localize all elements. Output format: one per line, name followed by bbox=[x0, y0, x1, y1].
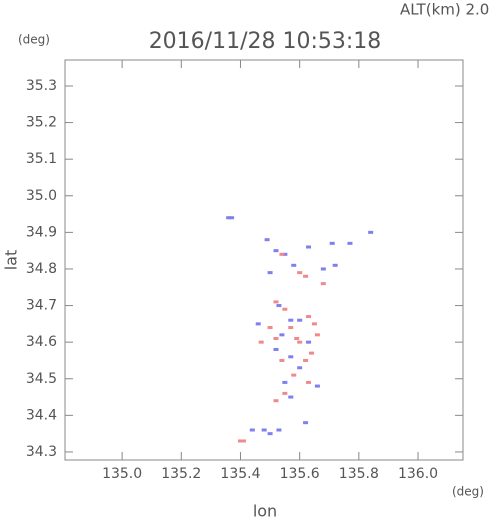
y-tick-label: 34.4 bbox=[26, 407, 57, 423]
x-tick-label: 135.6 bbox=[280, 466, 320, 482]
data-point bbox=[306, 340, 312, 344]
data-point bbox=[229, 216, 235, 220]
data-point bbox=[273, 399, 279, 403]
y-tick-label: 34.8 bbox=[26, 261, 57, 277]
data-point bbox=[273, 336, 279, 340]
y-tick-label: 35.3 bbox=[26, 78, 57, 94]
data-point bbox=[276, 304, 282, 308]
data-point bbox=[291, 373, 297, 377]
data-point bbox=[306, 315, 312, 319]
data-point bbox=[306, 380, 312, 384]
data-point bbox=[297, 340, 303, 344]
y-tick-label: 34.3 bbox=[26, 444, 57, 460]
data-point bbox=[320, 282, 326, 286]
data-point bbox=[347, 241, 353, 245]
data-point bbox=[297, 271, 303, 275]
data-point bbox=[303, 421, 309, 425]
y-tick-label: 35.2 bbox=[26, 115, 57, 131]
data-point bbox=[291, 263, 297, 267]
x-unit: (deg) bbox=[452, 485, 484, 499]
data-point bbox=[303, 358, 309, 362]
x-tick-label: 135.8 bbox=[339, 466, 379, 482]
data-point bbox=[368, 230, 374, 234]
data-point bbox=[308, 351, 314, 355]
data-point bbox=[332, 263, 338, 267]
data-point bbox=[267, 271, 273, 275]
data-point bbox=[282, 252, 288, 256]
data-point bbox=[329, 241, 335, 245]
y-axis-label: lat bbox=[2, 250, 21, 271]
x-tick-label: 135.4 bbox=[220, 466, 260, 482]
y-tick-label: 34.6 bbox=[26, 334, 57, 350]
data-point bbox=[314, 384, 320, 388]
x-tick-label: 135.0 bbox=[102, 466, 142, 482]
data-point bbox=[297, 318, 303, 322]
data-point bbox=[237, 439, 243, 443]
data-point bbox=[261, 428, 267, 432]
y-tick-label: 35.1 bbox=[26, 151, 57, 167]
y-tick-label: 34.9 bbox=[26, 224, 57, 240]
data-point bbox=[258, 340, 264, 344]
data-point bbox=[273, 300, 279, 304]
data-point bbox=[282, 307, 288, 311]
data-point bbox=[273, 347, 279, 351]
data-point bbox=[240, 439, 246, 443]
data-point bbox=[311, 322, 317, 326]
data-point bbox=[282, 380, 288, 384]
data-point bbox=[288, 326, 294, 330]
data-point bbox=[314, 333, 320, 337]
data-point bbox=[306, 245, 312, 249]
data-point bbox=[276, 428, 282, 432]
plot-frame bbox=[64, 59, 464, 461]
data-point bbox=[288, 395, 294, 399]
data-point bbox=[288, 318, 294, 322]
y-tick-label: 34.7 bbox=[26, 298, 57, 314]
chart-title: 2016/11/28 10:53:18 bbox=[149, 29, 382, 54]
data-point bbox=[267, 326, 273, 330]
data-point bbox=[279, 358, 285, 362]
data-point bbox=[264, 238, 270, 242]
data-point bbox=[267, 432, 273, 436]
data-point bbox=[255, 322, 261, 326]
x-axis-label: lon bbox=[253, 502, 277, 521]
data-point bbox=[294, 336, 300, 340]
x-tick-label: 136.0 bbox=[398, 466, 438, 482]
y-unit: (deg) bbox=[18, 33, 50, 47]
x-tick-label: 135.2 bbox=[161, 466, 201, 482]
y-tick-label: 35.0 bbox=[26, 188, 57, 204]
data-point bbox=[303, 274, 309, 278]
data-point bbox=[249, 428, 255, 432]
chart-subtitle: ALT(km) 2.0 bbox=[400, 1, 489, 19]
data-point bbox=[226, 216, 232, 220]
data-point bbox=[288, 355, 294, 359]
data-point bbox=[282, 391, 288, 395]
data-point bbox=[279, 252, 285, 256]
data-point bbox=[279, 333, 285, 337]
data-point bbox=[273, 249, 279, 253]
y-tick-label: 34.5 bbox=[26, 371, 57, 387]
data-point bbox=[320, 267, 326, 271]
data-point bbox=[297, 366, 303, 370]
